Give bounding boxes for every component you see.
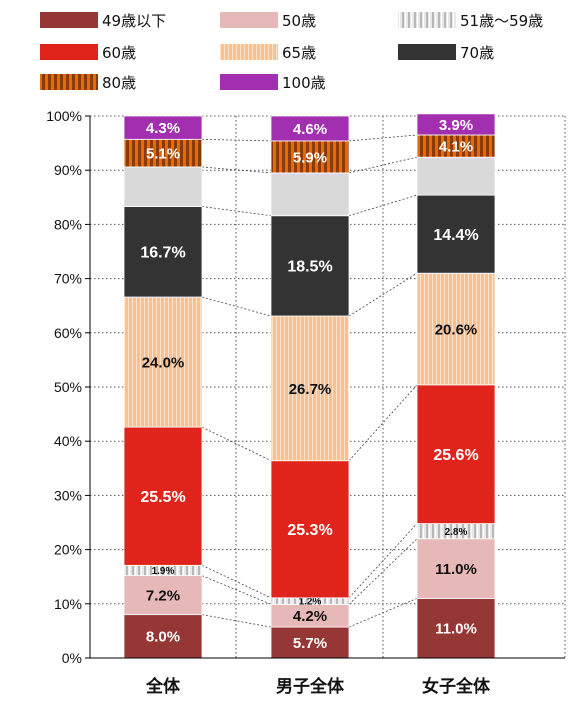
legend-swatch-2 — [398, 12, 456, 28]
bar-segment-unlabeled — [270, 172, 350, 217]
legend-swatch-3 — [40, 44, 98, 60]
data-label: 25.6% — [433, 447, 478, 464]
connector-line — [201, 564, 272, 599]
data-label: 1.9% — [152, 566, 175, 577]
legend-label-7: 100歳 — [282, 74, 326, 92]
bar-segment-3 — [123, 426, 203, 566]
data-label: 16.7% — [140, 245, 185, 262]
bar-segment-0 — [270, 626, 350, 659]
bar-segment-unlabeled — [416, 156, 496, 196]
y-tick-label: 70% — [54, 271, 82, 287]
legend-label-0: 49歳以下 — [102, 12, 166, 30]
y-tick-label: 80% — [54, 216, 82, 232]
data-label: 25.5% — [140, 489, 185, 506]
x-category-label: 男子全体 — [276, 676, 345, 697]
data-label: 11.0% — [435, 621, 477, 638]
y-tick-label: 90% — [54, 162, 82, 178]
legend-swatch-4 — [220, 44, 278, 60]
y-tick-label: 50% — [54, 379, 82, 395]
y-tick-label: 0% — [62, 650, 82, 666]
data-label: 26.7% — [289, 381, 332, 398]
data-label: 20.6% — [435, 321, 478, 338]
bar-segment-4 — [123, 296, 203, 428]
connector-line — [201, 138, 272, 142]
x-category-label: 全体 — [145, 676, 181, 697]
bar-segment-3 — [270, 460, 350, 599]
legend-swatch-5 — [398, 44, 456, 60]
y-tick-label: 10% — [54, 596, 82, 612]
legend-swatch-0 — [40, 12, 98, 28]
data-label: 4.2% — [293, 608, 327, 625]
y-tick-label: 60% — [54, 325, 82, 341]
data-label: 4.1% — [439, 138, 473, 155]
data-label: 1.2% — [299, 597, 322, 608]
bar-segment-5 — [270, 215, 350, 317]
data-label: 7.2% — [146, 588, 180, 605]
data-label: 4.6% — [293, 121, 327, 138]
x-category-label: 女子全体 — [422, 676, 491, 697]
connector-line — [348, 598, 418, 628]
y-tick-label: 30% — [54, 487, 82, 503]
connector-line — [201, 426, 272, 462]
data-label: 25.3% — [287, 522, 332, 539]
data-label: 11.0% — [435, 561, 477, 578]
data-label: 3.9% — [439, 117, 473, 134]
y-tick-label: 40% — [54, 433, 82, 449]
connector-line — [201, 206, 272, 217]
legend-label-6: 80歳 — [102, 74, 136, 92]
bar-segment-3 — [416, 384, 496, 524]
bar-segment-unlabeled — [123, 166, 203, 207]
connector-line — [348, 523, 418, 599]
data-label: 14.4% — [433, 227, 478, 244]
bar-segment-1 — [123, 575, 203, 616]
legend-swatch-7 — [220, 74, 278, 90]
data-label: 4.3% — [146, 120, 180, 137]
data-label: 2.8% — [445, 527, 468, 538]
bar-segment-7 — [123, 115, 203, 140]
bar-segment-1 — [416, 538, 496, 599]
axes: 0% 10% 20% 30% 40% 50% 60% 70% 80% 90% 100% 全体 男子全体 女… — [46, 108, 565, 697]
data-label: 5.9% — [293, 149, 327, 166]
bar-segment-6 — [123, 138, 203, 168]
data-label: 5.7% — [293, 635, 327, 652]
legend-label-5: 70歳 — [460, 44, 494, 62]
legend-swatch-6 — [40, 74, 98, 90]
connector-line — [348, 134, 418, 142]
y-tick-label: 20% — [54, 542, 82, 558]
legend-swatch-1 — [220, 12, 278, 28]
legend-label-1: 50歳 — [282, 12, 316, 30]
data-label: 24.0% — [142, 354, 185, 371]
bar-segment-0 — [416, 597, 496, 659]
connector-lines — [201, 134, 418, 628]
legend: 49歳以下 50歳 51歳～59歳 60歳 65歳 70歳 80歳 100歳 — [40, 12, 543, 92]
legend-label-4: 65歳 — [282, 44, 316, 62]
legend-label-2: 51歳～59歳 — [460, 12, 543, 30]
bar-segment-4 — [416, 272, 496, 386]
data-label: 18.5% — [287, 259, 332, 276]
bar-segment-7 — [270, 115, 350, 142]
legend-label-3: 60歳 — [102, 44, 136, 62]
connector-line — [348, 384, 418, 461]
connector-line — [201, 166, 272, 174]
bar-segment-7 — [416, 113, 496, 136]
bar-segment-5 — [123, 206, 203, 298]
connector-line — [201, 575, 272, 605]
connector-line — [348, 272, 418, 317]
bar-segment-5 — [416, 194, 496, 274]
data-label: 8.0% — [146, 629, 180, 646]
bars: 8.0% 7.2% 1.9% 25.5% 24.0% 16.7% 5.1% 4.3% 5.7% 4… — [123, 113, 496, 659]
y-tick-label: 100% — [46, 108, 82, 124]
data-label: 5.1% — [146, 146, 180, 163]
